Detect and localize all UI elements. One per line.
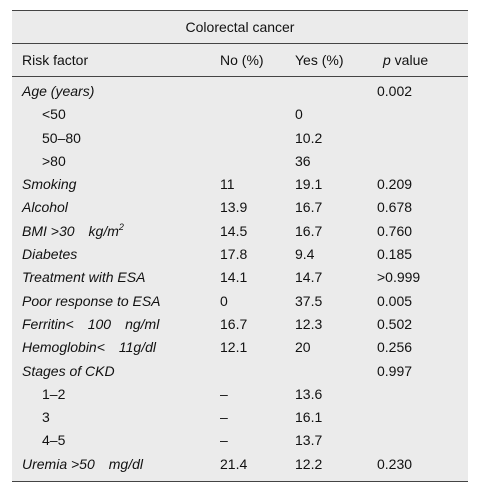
bmi-label-superscript: 2 xyxy=(118,221,124,232)
row-label: Age (years) xyxy=(22,83,95,99)
row-yes: 37.5 xyxy=(295,292,323,309)
row-p: 0.678 xyxy=(377,199,413,216)
row-p: >0.999 xyxy=(377,269,421,286)
row-label: 50–80 xyxy=(42,129,81,146)
row-p xyxy=(375,383,468,406)
row-yes: 13.6 xyxy=(295,385,323,402)
data-table: Colorectal cancer Risk factor No (%) Yes… xyxy=(12,10,468,482)
row-p xyxy=(375,406,468,429)
row-label: 1–2 xyxy=(42,385,66,402)
row-no: 17.8 xyxy=(220,246,248,263)
table-row: Age (years) 0.002 xyxy=(12,80,468,103)
row-p: 0.185 xyxy=(377,246,413,263)
table-header-row: Risk factor No (%) Yes (%) p value xyxy=(12,43,468,77)
row-yes xyxy=(295,80,375,103)
row-yes: 19.1 xyxy=(295,176,323,193)
row-label: Ferritin< 100 ng/ml xyxy=(22,315,160,332)
row-yes: 16.1 xyxy=(295,409,323,426)
row-label: Smoking xyxy=(22,176,77,193)
row-p xyxy=(375,127,468,150)
row-label: BMI >30 kg/m2 xyxy=(12,220,220,243)
header-p-word: value xyxy=(390,52,429,68)
header-no: No (%) xyxy=(220,52,264,68)
row-label: Uremia >50 mg/dl xyxy=(22,455,143,472)
row-label: <50 xyxy=(42,106,66,123)
table-caption: Colorectal cancer xyxy=(12,10,468,43)
row-label: 3 xyxy=(42,409,50,426)
row-p: 0.209 xyxy=(377,176,413,193)
row-no: 0 xyxy=(220,292,228,309)
row-p: 0.256 xyxy=(377,339,413,356)
row-yes: 20 xyxy=(295,339,311,356)
table-row: Ferritin< 100 ng/ml 16.7 12.3 0.502 xyxy=(12,313,468,336)
row-yes: 0 xyxy=(295,106,303,123)
row-p: 0.005 xyxy=(377,292,413,309)
row-p: 0.760 xyxy=(377,222,413,239)
row-yes: 14.7 xyxy=(295,269,323,286)
table-row: Hemoglobin< 11g/dl 12.1 20 0.256 xyxy=(12,336,468,359)
table-row: >80 36 xyxy=(12,150,468,173)
row-no: 21.4 xyxy=(220,455,248,472)
row-label: >80 xyxy=(42,152,66,169)
row-no xyxy=(220,103,295,126)
row-label: Hemoglobin< 11g/dl xyxy=(22,339,156,356)
row-yes: 16.7 xyxy=(295,222,323,239)
row-no: 14.5 xyxy=(220,222,248,239)
row-yes xyxy=(295,360,375,383)
row-p: 0.997 xyxy=(377,362,413,379)
table-row: Smoking 11 19.1 0.209 xyxy=(12,173,468,196)
table-bottom-rule xyxy=(12,481,468,482)
table-row: Uremia >50 mg/dl 21.4 12.2 0.230 xyxy=(12,453,468,476)
row-yes: 10.2 xyxy=(295,129,323,146)
table-row: <50 0 xyxy=(12,103,468,126)
row-p xyxy=(375,103,468,126)
row-no: 11 xyxy=(220,176,235,193)
row-no xyxy=(220,360,295,383)
row-label: Stages of CKD xyxy=(22,362,115,379)
row-label: Alcohol xyxy=(22,199,68,216)
row-p: 0.502 xyxy=(377,315,413,332)
table-row: Stages of CKD 0.997 xyxy=(12,360,468,383)
row-no xyxy=(220,80,295,103)
row-no xyxy=(220,127,295,150)
table-row: Treatment with ESA 14.1 14.7 >0.999 xyxy=(12,266,468,289)
table-row: BMI >30 kg/m2 14.5 16.7 0.760 xyxy=(12,220,468,243)
row-no: – xyxy=(220,409,228,426)
table-row: 1–2 – 13.6 xyxy=(12,383,468,406)
bmi-label-text: BMI >30 kg/m xyxy=(22,222,119,239)
row-yes: 16.7 xyxy=(295,199,323,216)
header-yes: Yes (%) xyxy=(295,52,344,68)
row-label: Diabetes xyxy=(22,246,78,263)
table-body: Age (years) 0.002 <50 0 50–80 10.2 >80 3… xyxy=(12,77,468,476)
row-no: – xyxy=(220,385,228,402)
table-row: 4–5 – 13.7 xyxy=(12,429,468,452)
row-no: – xyxy=(220,432,228,449)
row-p xyxy=(375,150,468,173)
table-row: Poor response to ESA 0 37.5 0.005 xyxy=(12,290,468,313)
row-label: Treatment with ESA xyxy=(22,269,146,286)
row-no xyxy=(220,150,295,173)
table-row: Diabetes 17.8 9.4 0.185 xyxy=(12,243,468,266)
row-yes: 9.4 xyxy=(295,246,315,263)
table-row: Alcohol 13.9 16.7 0.678 xyxy=(12,196,468,219)
row-label: Poor response to ESA xyxy=(22,292,161,309)
row-label: 4–5 xyxy=(42,432,66,449)
row-no: 16.7 xyxy=(220,315,248,332)
row-p xyxy=(375,429,468,452)
header-p-symbol: p xyxy=(383,52,391,68)
header-risk-factor: Risk factor xyxy=(22,52,89,68)
row-p: 0.002 xyxy=(377,83,413,99)
table-row: 50–80 10.2 xyxy=(12,127,468,150)
table-row: 3 – 16.1 xyxy=(12,406,468,429)
row-no: 14.1 xyxy=(220,269,248,286)
row-yes: 12.2 xyxy=(295,455,323,472)
row-p: 0.230 xyxy=(377,455,413,472)
row-yes: 12.3 xyxy=(295,315,323,332)
row-yes: 13.7 xyxy=(295,432,323,449)
header-p-value: p value xyxy=(375,44,468,76)
row-yes: 36 xyxy=(295,152,311,169)
row-no: 13.9 xyxy=(220,199,248,216)
row-no: 12.1 xyxy=(220,339,248,356)
